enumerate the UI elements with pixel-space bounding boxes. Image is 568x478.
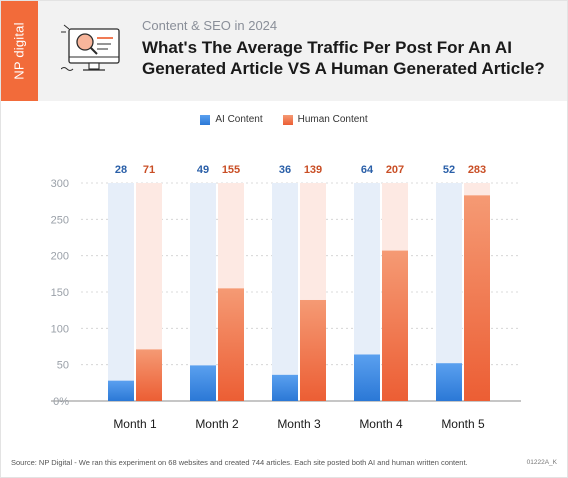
ai-bar bbox=[436, 363, 462, 401]
ai-bar bbox=[190, 365, 216, 401]
human-bar bbox=[136, 349, 162, 401]
human-value-label: 71 bbox=[143, 164, 155, 176]
chart-code: 01222A_K bbox=[526, 459, 557, 466]
ai-value-label: 52 bbox=[443, 164, 455, 176]
legend-swatch-ai bbox=[200, 114, 211, 125]
legend-item-human: Human Content bbox=[282, 114, 368, 125]
human-bar bbox=[464, 195, 490, 401]
legend-label-human: Human Content bbox=[297, 114, 368, 125]
ai-bar bbox=[272, 374, 298, 401]
legend: AI Content Human Content bbox=[1, 114, 567, 125]
legend-item-ai: AI Content bbox=[200, 114, 263, 125]
source-note: Source: NP Digital - We ran this experim… bbox=[11, 458, 468, 467]
y-tick-label: 100 bbox=[51, 323, 69, 335]
x-category-label: Month 3 bbox=[277, 417, 321, 431]
ai-bar bbox=[354, 354, 380, 401]
kicker-text: Content & SEO in 2024 bbox=[142, 18, 278, 33]
human-bar bbox=[218, 288, 244, 401]
ai-value-label: 49 bbox=[197, 164, 209, 176]
y-tick-label: 250 bbox=[51, 214, 69, 226]
bar-chart: 300 250 200 150 100 50 0% 28 71 Month 1 49 155 Month… bbox=[51, 164, 521, 431]
legend-swatch-human bbox=[282, 114, 293, 125]
y-tick-label: 50 bbox=[57, 360, 69, 372]
y-tick-label: 0% bbox=[53, 396, 69, 408]
ai-bar bbox=[108, 380, 134, 401]
ai-bar-track bbox=[108, 183, 134, 401]
x-category-label: Month 2 bbox=[195, 417, 239, 431]
ai-value-label: 64 bbox=[361, 164, 374, 176]
ai-value-label: 36 bbox=[279, 164, 291, 176]
human-bar bbox=[382, 250, 408, 401]
label-layer: 300 250 200 150 100 50 0% 28 71 Month 1 49 155 Month… bbox=[51, 164, 487, 431]
human-value-label: 207 bbox=[386, 164, 404, 176]
x-category-label: Month 5 bbox=[441, 417, 485, 431]
human-bar bbox=[300, 299, 326, 401]
y-tick-label: 300 bbox=[51, 178, 69, 190]
x-category-label: Month 1 bbox=[113, 417, 157, 431]
ai-value-label: 28 bbox=[115, 164, 127, 176]
y-tick-label: 200 bbox=[51, 251, 69, 263]
brand-logo: NP digital bbox=[1, 1, 38, 101]
bar-layer bbox=[108, 183, 490, 401]
legend-label-ai: AI Content bbox=[215, 114, 263, 125]
human-value-label: 155 bbox=[222, 164, 240, 176]
ai-bar-track bbox=[190, 183, 216, 401]
magnifier-on-monitor-icon bbox=[61, 24, 120, 71]
chart-title: What's The Average Traffic Per Post For … bbox=[142, 38, 545, 78]
y-tick-label: 150 bbox=[51, 287, 69, 299]
human-value-label: 139 bbox=[304, 164, 322, 176]
ai-bar-track bbox=[272, 183, 298, 401]
human-value-label: 283 bbox=[468, 164, 486, 176]
header-band: NP digital Content & SEO in 2024 What's … bbox=[1, 1, 567, 101]
brand-logo-text: NP digital bbox=[11, 22, 27, 80]
x-category-label: Month 4 bbox=[359, 417, 403, 431]
